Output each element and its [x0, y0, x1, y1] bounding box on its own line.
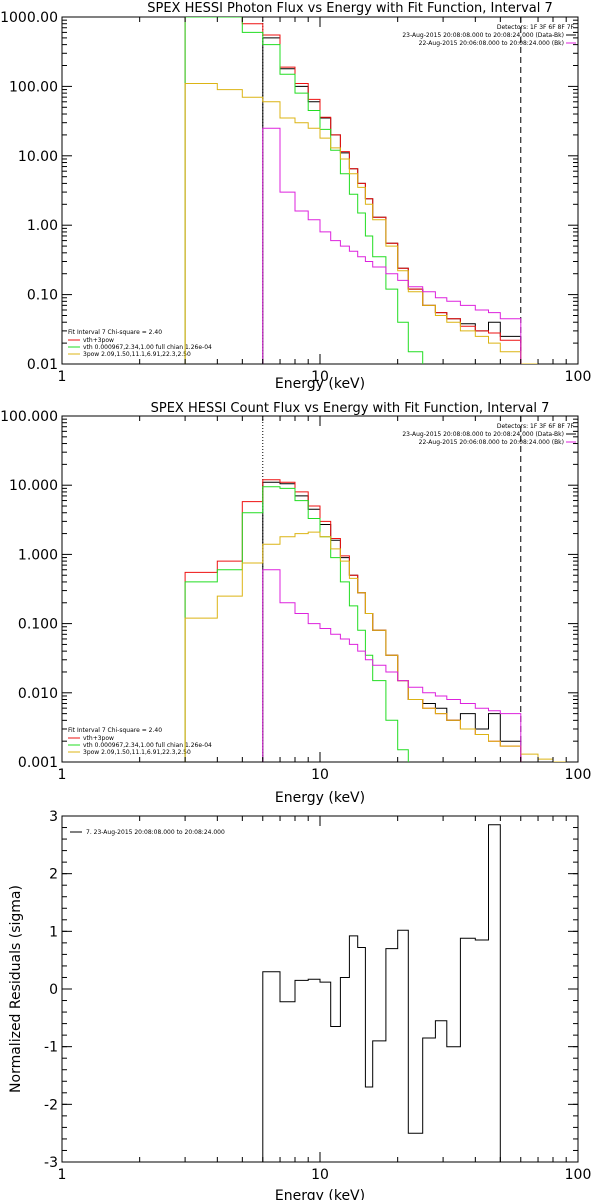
- series-data: [262, 824, 501, 1162]
- ytick-label: 0.01: [27, 357, 58, 373]
- xtick-label: 1: [58, 767, 67, 783]
- info-bk-time: 22-Aug-2015 20:06:08.000 to 20:08:24.000…: [419, 40, 564, 47]
- legend-thermal-label: vth 0.000967,2.34,1.00 full chian 1.26e-…: [83, 742, 212, 749]
- title-count-flux: SPEX HESSI Count Flux vs Energy with Fit…: [151, 401, 550, 416]
- legend-fit-interval: Fit Interval 7 Chi-square = 2.40: [68, 727, 162, 734]
- legend-thermal-label: vth 0.000967,2.34,1.00 full chian 1.26e-…: [83, 344, 212, 351]
- xtick-label: 1: [58, 369, 67, 385]
- xlabel-residuals: Energy (keV): [275, 1188, 365, 1200]
- legend-total-label: vth+3pow: [83, 735, 114, 742]
- ytick-label: 1: [49, 924, 58, 940]
- xtick-label: 10: [311, 1167, 329, 1183]
- legend-fit-interval: Fit Interval 7 Chi-square = 2.40: [68, 329, 162, 336]
- info-data-time: 23-Aug-2015 20:08:08.000 to 20:08:24.000…: [402, 32, 564, 39]
- ytick-label: -2: [44, 1097, 58, 1113]
- info-data-time: 23-Aug-2015 20:08:08.000 to 20:08:24.000…: [402, 431, 564, 438]
- series-total: [184, 479, 522, 762]
- info-detectors: Detectors: 1F 3F 6F 8F 7F: [497, 423, 575, 430]
- xlabel-photon-flux: Energy (keV): [275, 376, 365, 392]
- legend-powerlaw-label: 3pow 2.09,1.50,11.1,6.91,22.3,2.50: [83, 749, 191, 756]
- series-thermal: [184, 486, 409, 762]
- panel-count-flux: SPEX HESSI Count Flux vs Energy with Fit…: [61, 401, 579, 806]
- xtick-label: 1: [58, 1167, 67, 1183]
- ytick-label: 100.000: [0, 409, 58, 425]
- ytick-label: 0: [49, 982, 58, 998]
- series-background: [262, 127, 522, 364]
- xtick-label: 10: [311, 369, 329, 385]
- xtick-label: 100: [565, 767, 592, 783]
- ytick-label: 0.100: [18, 617, 58, 633]
- panel-residuals: 7. 23-Aug-2015 20:08:08.000 to 20:08:24.…: [8, 815, 579, 1200]
- info-detectors: Detectors: 1F 3F 6F 8F 7F: [497, 24, 575, 31]
- legend-interval-label: 7. 23-Aug-2015 20:08:08.000 to 20:08:24.…: [86, 829, 225, 836]
- series-powerlaw: [184, 531, 567, 762]
- ytick-label: -3: [44, 1155, 58, 1171]
- axes: 1 10 100 0.001 0.010 0.100 1.000 10.000 100.000: [0, 409, 591, 783]
- plot-area: [262, 824, 501, 1162]
- plot-frame: [61, 415, 579, 763]
- ytick-label: 10.000: [9, 478, 58, 494]
- ytick-label: 10.00: [18, 149, 58, 165]
- axes: 1 10 100 -3 -2 -1 0 1 2 3: [44, 809, 591, 1183]
- legend-total-label: vth+3pow: [83, 337, 114, 344]
- ytick-label: 100.00: [9, 79, 58, 95]
- series-data: [262, 481, 522, 762]
- ytick-label: 0.010: [18, 686, 58, 702]
- xtick-label: 100: [565, 1167, 592, 1183]
- ytick-label: 2: [49, 867, 58, 883]
- xtick-label: 100: [565, 369, 592, 385]
- ytick-label: -1: [44, 1040, 58, 1056]
- series-data: [262, 37, 522, 364]
- ytick-label: 1.00: [27, 218, 58, 234]
- plot-area: [184, 416, 567, 762]
- axes: 1 10 100 0.01 0.10 1.00 10.00 100.00 1000.00: [0, 10, 591, 385]
- ytick-label: 1000.00: [0, 10, 58, 26]
- plot-area: [184, 17, 539, 364]
- series-total: [184, 17, 522, 364]
- title-photon-flux: SPEX HESSI Photon Flux vs Energy with Fi…: [147, 1, 553, 16]
- series-thermal: [184, 17, 424, 364]
- panel-photon-flux: SPEX HESSI Photon Flux vs Energy with Fi…: [61, 1, 579, 392]
- ytick-label: 0.10: [27, 288, 58, 304]
- ylabel-residuals: Normalized Residuals (sigma): [8, 885, 24, 1093]
- legend-powerlaw-label: 3pow 2.09,1.50,11.1,6.91,22.3,2.50: [83, 351, 191, 358]
- xtick-label: 10: [311, 767, 329, 783]
- ytick-label: 1.000: [18, 547, 58, 563]
- ytick-label: 0.001: [18, 755, 58, 771]
- plot-frame: [61, 16, 579, 365]
- info-bk-time: 22-Aug-2015 20:06:08.000 to 20:08:24.000…: [419, 439, 564, 446]
- xlabel-count-flux: Energy (keV): [275, 790, 365, 806]
- series-background: [262, 569, 522, 762]
- series-powerlaw: [184, 83, 539, 364]
- ytick-label: 3: [49, 809, 58, 825]
